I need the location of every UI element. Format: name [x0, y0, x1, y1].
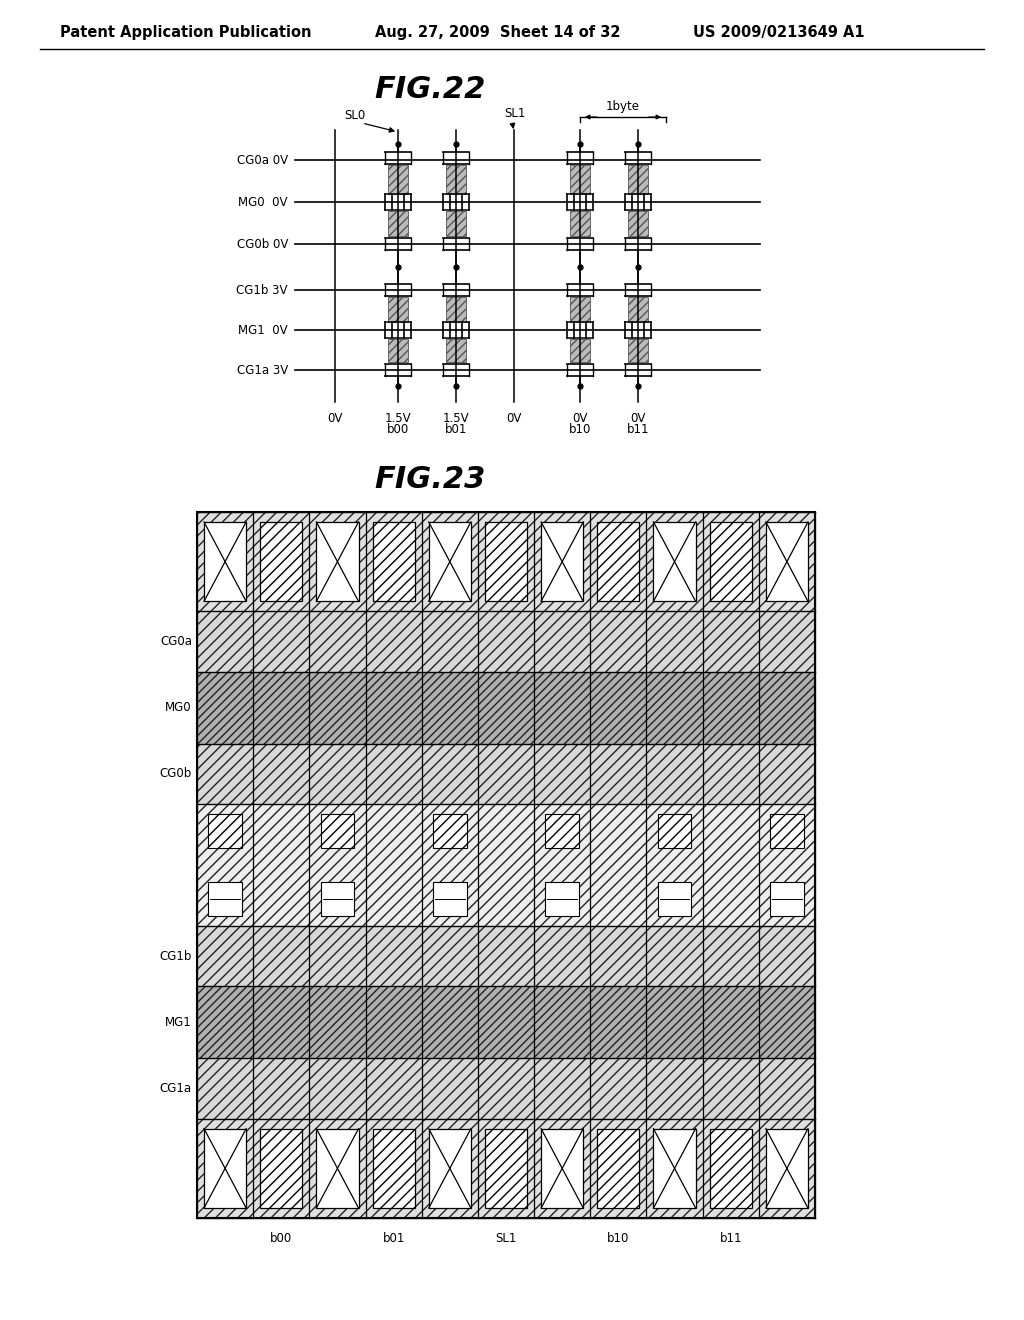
Bar	[321, 882, 354, 916]
Bar	[433, 814, 467, 847]
Bar	[710, 1129, 752, 1208]
Bar	[770, 814, 804, 847]
Bar	[197, 1059, 815, 1119]
Bar	[710, 521, 752, 602]
Bar	[260, 1129, 302, 1208]
Bar	[388, 165, 408, 194]
Bar	[628, 297, 648, 322]
Text: 0V: 0V	[328, 412, 343, 425]
Text: US 2009/0213649 A1: US 2009/0213649 A1	[693, 25, 864, 41]
Text: CG1a: CG1a	[160, 1082, 193, 1094]
Bar	[766, 521, 808, 602]
Text: MG1  0V: MG1 0V	[239, 323, 288, 337]
Text: 1.5V: 1.5V	[385, 412, 412, 425]
Bar	[628, 165, 648, 194]
Bar	[597, 1129, 639, 1208]
Bar	[570, 339, 590, 362]
Text: FIG.22: FIG.22	[375, 75, 485, 104]
Bar	[546, 814, 579, 847]
Bar	[197, 672, 815, 743]
Bar	[485, 1129, 527, 1208]
Text: Aug. 27, 2009  Sheet 14 of 32: Aug. 27, 2009 Sheet 14 of 32	[375, 25, 621, 41]
Bar	[433, 882, 467, 916]
Bar	[197, 804, 815, 925]
Bar	[485, 521, 527, 602]
Bar	[208, 814, 242, 847]
Text: SL1: SL1	[504, 107, 525, 120]
Bar	[388, 211, 408, 236]
Bar	[197, 611, 815, 672]
Text: CG1a 3V: CG1a 3V	[237, 363, 288, 376]
Text: MG1: MG1	[165, 1015, 193, 1028]
Text: Patent Application Publication: Patent Application Publication	[60, 25, 311, 41]
Bar	[429, 1129, 471, 1208]
Text: b01: b01	[382, 1232, 404, 1245]
Bar	[260, 521, 302, 602]
Text: MG0  0V: MG0 0V	[239, 195, 288, 209]
Bar	[388, 297, 408, 322]
Text: b00: b00	[270, 1232, 293, 1245]
Text: b11: b11	[720, 1232, 742, 1245]
Bar	[541, 1129, 584, 1208]
Bar	[204, 1129, 246, 1208]
Bar	[657, 882, 691, 916]
Text: SL1: SL1	[496, 1232, 517, 1245]
Bar	[373, 1129, 415, 1208]
Bar	[197, 743, 815, 804]
Bar	[546, 882, 579, 916]
Text: b11: b11	[627, 422, 649, 436]
Bar	[653, 521, 695, 602]
Bar	[197, 512, 815, 611]
Bar	[446, 339, 466, 362]
Bar	[541, 521, 584, 602]
Text: CG1b 3V: CG1b 3V	[237, 284, 288, 297]
Text: CG1b: CG1b	[160, 949, 193, 962]
Text: 0V: 0V	[631, 412, 646, 425]
Bar	[373, 521, 415, 602]
Text: CG0a 0V: CG0a 0V	[237, 153, 288, 166]
Text: CG0a: CG0a	[160, 635, 193, 648]
Bar	[597, 521, 639, 602]
Bar	[197, 986, 815, 1059]
Text: FIG.23: FIG.23	[375, 466, 485, 495]
Bar	[316, 1129, 358, 1208]
Text: SL0: SL0	[344, 110, 366, 121]
Bar	[653, 1129, 695, 1208]
Text: CG0b: CG0b	[160, 767, 193, 780]
Text: 0V: 0V	[506, 412, 521, 425]
Bar	[628, 211, 648, 236]
Bar	[570, 297, 590, 322]
Bar	[316, 521, 358, 602]
Text: b01: b01	[444, 422, 467, 436]
Text: 1.5V: 1.5V	[442, 412, 469, 425]
Text: CG0b 0V: CG0b 0V	[237, 238, 288, 251]
Bar	[197, 512, 815, 1218]
Bar	[628, 339, 648, 362]
Text: 0V: 0V	[572, 412, 588, 425]
Bar	[446, 165, 466, 194]
Bar	[204, 521, 246, 602]
Bar	[388, 339, 408, 362]
Text: b00: b00	[387, 422, 410, 436]
Bar	[570, 211, 590, 236]
Bar	[321, 814, 354, 847]
Bar	[766, 1129, 808, 1208]
Bar	[770, 882, 804, 916]
Bar	[657, 814, 691, 847]
Bar	[197, 1119, 815, 1218]
Bar	[197, 925, 815, 986]
Bar	[570, 165, 590, 194]
Bar	[429, 521, 471, 602]
Text: MG0: MG0	[165, 701, 193, 714]
Bar	[446, 211, 466, 236]
Bar	[446, 297, 466, 322]
Text: b10: b10	[607, 1232, 630, 1245]
Text: b10: b10	[568, 422, 591, 436]
Text: 1byte: 1byte	[606, 100, 640, 114]
Bar	[208, 882, 242, 916]
